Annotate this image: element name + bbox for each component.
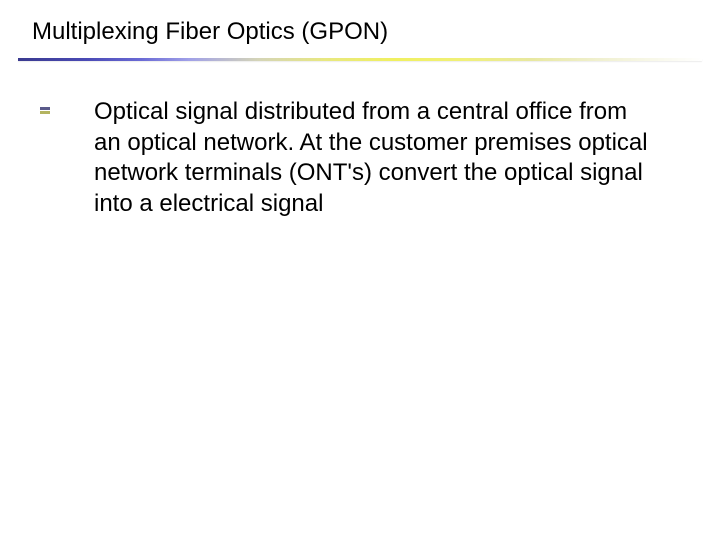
bullet-icon: [40, 107, 50, 115]
bullet-text: Optical signal distributed from a centra…: [94, 97, 654, 220]
slide-title: Multiplexing Fiber Optics (GPON): [0, 18, 720, 46]
slide-container: Multiplexing Fiber Optics (GPON) Optical…: [0, 0, 720, 540]
slide-body: Optical signal distributed from a centra…: [0, 61, 720, 220]
